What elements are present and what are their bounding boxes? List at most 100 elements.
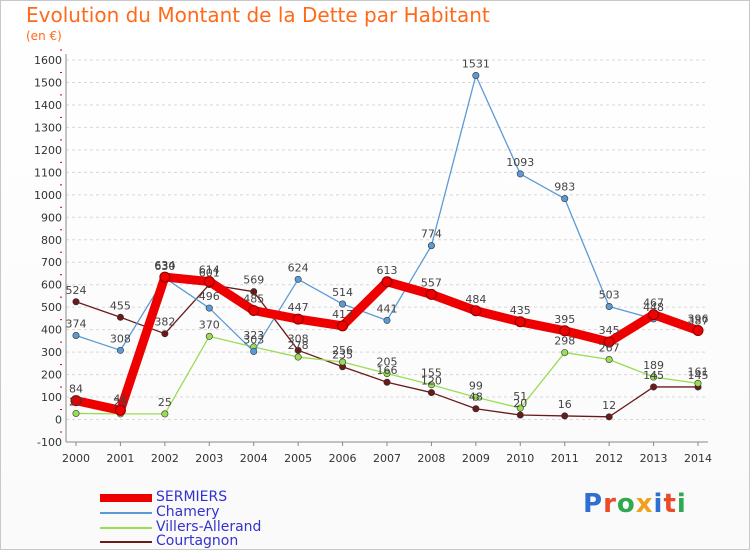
x-tick-label: 2010 xyxy=(506,452,534,465)
legend-label: Courtagnon xyxy=(156,533,239,549)
data-point-chamery xyxy=(427,242,435,250)
data-point-sermiers xyxy=(70,395,82,407)
chart-subtitle: (en €) xyxy=(26,29,62,43)
data-point-sermiers xyxy=(248,305,260,317)
data-label-villers-allerand: 155 xyxy=(421,367,442,380)
data-point-courtagnon xyxy=(650,383,658,391)
data-point-chamery xyxy=(116,346,124,354)
x-tick-label: 2009 xyxy=(462,452,490,465)
y-tick-label: -100 xyxy=(37,436,62,449)
data-point-chamery xyxy=(561,195,569,203)
data-label-sermiers: 435 xyxy=(510,304,531,317)
data-label-villers-allerand: 267 xyxy=(599,342,620,355)
data-point-sermiers xyxy=(648,309,660,321)
data-label-sermiers: 396 xyxy=(688,313,709,326)
data-label-chamery: 303 xyxy=(243,333,264,346)
data-point-sermiers xyxy=(114,404,126,416)
data-point-villers-allerand xyxy=(72,409,80,417)
x-tick-label: 2011 xyxy=(551,452,579,465)
y-tick-label: 800 xyxy=(41,234,62,247)
data-label-sermiers: 557 xyxy=(421,276,442,289)
x-tick-label: 2014 xyxy=(684,452,712,465)
y-tick-label: 100 xyxy=(41,391,62,404)
x-tick-label: 2004 xyxy=(240,452,268,465)
data-label-villers-allerand: 370 xyxy=(199,318,220,331)
y-tick-label: 1000 xyxy=(34,189,62,202)
data-point-villers-allerand xyxy=(427,381,435,389)
data-point-chamery xyxy=(205,304,213,312)
y-tick-label: 900 xyxy=(41,211,62,224)
data-label-sermiers: 484 xyxy=(465,293,486,306)
data-label-chamery: 624 xyxy=(288,261,309,274)
y-tick-label: 1400 xyxy=(34,99,62,112)
data-point-villers-allerand xyxy=(516,404,524,412)
data-label-villers-allerand: 25 xyxy=(113,396,127,409)
data-label-courtagnon: 382 xyxy=(154,316,175,329)
data-point-villers-allerand xyxy=(339,358,347,366)
data-point-courtagnon xyxy=(427,389,435,397)
data-label-chamery: 496 xyxy=(199,290,220,303)
data-label-courtagnon: 166 xyxy=(377,364,398,377)
x-tick-label: 2001 xyxy=(106,452,134,465)
x-tick-label: 2012 xyxy=(595,452,623,465)
data-label-villers-allerand: 298 xyxy=(554,335,575,348)
data-point-courtagnon xyxy=(605,413,613,421)
data-label-courtagnon: 455 xyxy=(110,299,131,312)
data-point-courtagnon xyxy=(72,298,80,306)
data-label-courtagnon: 16 xyxy=(558,398,572,411)
data-point-chamery xyxy=(516,170,524,178)
x-tick-label: 2002 xyxy=(151,452,179,465)
data-point-sermiers xyxy=(425,288,437,300)
y-tick-label: 300 xyxy=(41,346,62,359)
y-tick-label: 1100 xyxy=(34,166,62,179)
data-point-villers-allerand xyxy=(161,410,169,418)
data-point-villers-allerand xyxy=(650,373,658,381)
data-label-courtagnon: 601 xyxy=(199,266,220,279)
data-point-chamery xyxy=(472,72,480,80)
legend-swatch xyxy=(100,512,152,514)
x-tick-label: 2005 xyxy=(284,452,312,465)
data-point-villers-allerand xyxy=(694,379,702,387)
data-label-chamery: 983 xyxy=(554,181,575,194)
y-tick-label: 1300 xyxy=(34,121,62,134)
y-tick-label: 200 xyxy=(41,369,62,382)
data-point-courtagnon xyxy=(516,411,524,419)
data-label-villers-allerand: 256 xyxy=(332,344,353,357)
data-label-chamery: 387 xyxy=(688,315,709,328)
data-label-villers-allerand: 278 xyxy=(288,339,309,352)
data-point-courtagnon xyxy=(250,288,258,296)
data-label-courtagnon: 48 xyxy=(469,391,483,404)
data-point-chamery xyxy=(250,347,258,355)
data-point-courtagnon xyxy=(383,378,391,386)
data-label-chamery: 514 xyxy=(332,286,353,299)
x-tick-label: 2007 xyxy=(373,452,401,465)
data-point-villers-allerand xyxy=(383,369,391,377)
data-point-courtagnon xyxy=(161,330,169,338)
data-point-sermiers xyxy=(603,336,615,348)
y-tick-label: 700 xyxy=(41,256,62,269)
data-label-villers-allerand: 323 xyxy=(243,329,264,342)
y-tick-label: 1200 xyxy=(34,144,62,157)
data-label-chamery: 630 xyxy=(154,260,175,273)
data-label-chamery: 1093 xyxy=(506,156,534,169)
data-point-sermiers xyxy=(203,276,215,288)
data-point-sermiers xyxy=(337,320,349,332)
legend-swatch xyxy=(100,494,152,502)
data-point-villers-allerand xyxy=(561,349,569,357)
data-label-sermiers: 634 xyxy=(154,259,175,272)
data-label-courtagnon: 235 xyxy=(332,349,353,362)
data-label-courtagnon: 569 xyxy=(243,274,264,287)
data-point-sermiers xyxy=(692,325,704,337)
x-tick-label: 2003 xyxy=(195,452,223,465)
data-label-chamery: 448 xyxy=(643,301,664,314)
data-label-courtagnon: 145 xyxy=(643,369,664,382)
data-label-villers-allerand: 51 xyxy=(513,390,527,403)
data-label-courtagnon: 120 xyxy=(421,375,442,388)
x-tick-label: 2000 xyxy=(62,452,90,465)
data-point-chamery xyxy=(294,275,302,283)
data-label-villers-allerand: 99 xyxy=(469,379,483,392)
y-tick-label: 1600 xyxy=(34,54,62,67)
data-label-sermiers: 84 xyxy=(69,383,83,396)
proxiti-logo: Proxiti xyxy=(583,489,687,519)
